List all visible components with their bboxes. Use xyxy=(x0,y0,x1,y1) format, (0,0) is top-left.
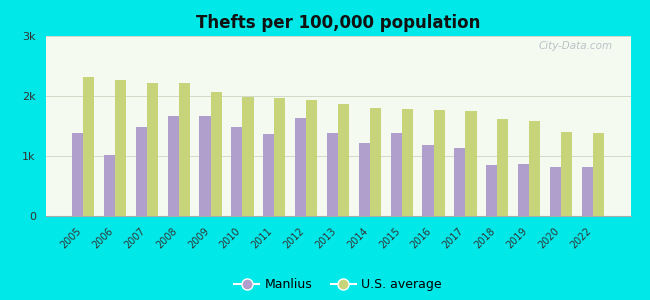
Bar xyxy=(306,100,317,216)
Bar xyxy=(402,109,413,216)
Bar xyxy=(465,111,476,216)
Bar xyxy=(327,133,338,216)
Bar xyxy=(486,165,497,216)
Bar xyxy=(168,116,179,216)
Bar xyxy=(104,155,115,216)
Title: Thefts per 100,000 population: Thefts per 100,000 population xyxy=(196,14,480,32)
Bar xyxy=(115,80,126,216)
Bar xyxy=(497,119,508,216)
Bar xyxy=(83,77,94,216)
Bar xyxy=(263,134,274,216)
Bar xyxy=(391,133,402,216)
Bar xyxy=(200,116,211,216)
Bar xyxy=(274,98,285,216)
Bar xyxy=(550,167,561,216)
Text: City-Data.com: City-Data.com xyxy=(539,41,613,51)
Bar xyxy=(529,121,540,216)
Bar xyxy=(295,118,306,216)
Bar xyxy=(422,145,434,216)
Bar xyxy=(242,97,254,216)
Bar xyxy=(179,83,190,216)
Legend: Manlius, U.S. average: Manlius, U.S. average xyxy=(229,273,447,296)
Bar xyxy=(561,132,572,216)
Bar xyxy=(370,108,381,216)
Bar xyxy=(359,143,370,216)
Bar xyxy=(231,127,242,216)
Bar xyxy=(147,83,158,216)
Bar xyxy=(518,164,529,216)
Bar xyxy=(582,167,593,216)
Bar xyxy=(136,127,147,216)
Bar xyxy=(72,133,83,216)
Bar xyxy=(593,133,604,216)
Bar xyxy=(454,148,465,216)
Bar xyxy=(338,104,349,216)
Bar xyxy=(434,110,445,216)
Bar xyxy=(211,92,222,216)
